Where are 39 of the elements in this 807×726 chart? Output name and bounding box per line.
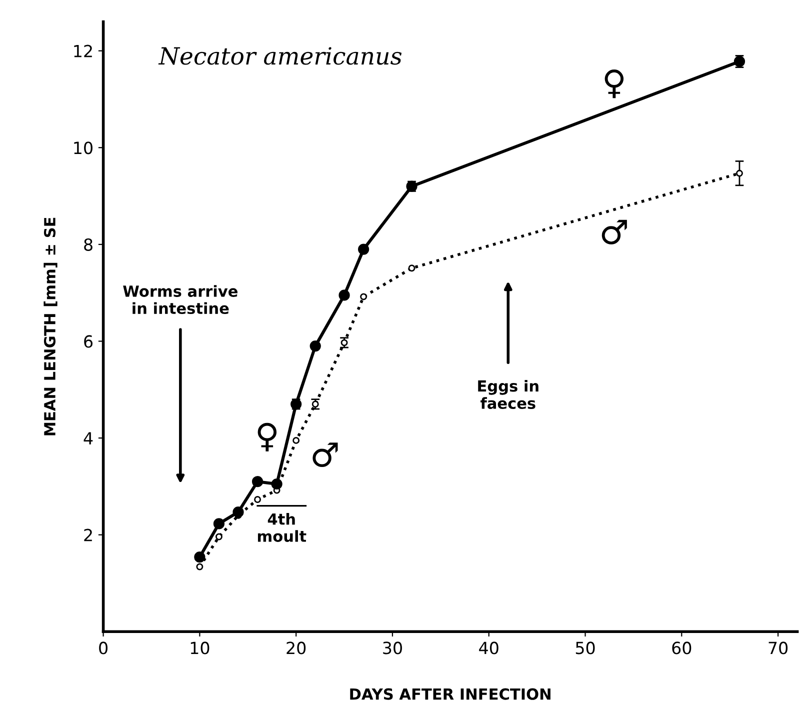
- x-tick-label: 60: [672, 642, 692, 654]
- x-tick-label: 20: [286, 642, 306, 654]
- point: [196, 563, 204, 570]
- annotation: 4th moult: [258, 513, 306, 542]
- text: ♀: [258, 422, 277, 452]
- x-tick-label: 70: [768, 642, 788, 654]
- point: [338, 290, 350, 301]
- y-axis-title: MEAN LENGTH [mm] ± SE: [44, 218, 58, 436]
- y-tick-label: 4: [84, 432, 93, 444]
- point: [194, 552, 206, 563]
- y-tick-label: 8: [84, 238, 92, 251]
- x-tick-label: 0: [99, 642, 108, 654]
- point: [215, 533, 222, 540]
- x-tick-label: 50: [576, 642, 595, 654]
- y-tick-label: 10: [74, 142, 92, 154]
- point: [232, 506, 244, 518]
- series-label: ♂: [602, 220, 627, 244]
- text: ♂: [312, 442, 338, 468]
- point: [358, 244, 370, 255]
- y-tick-label: 2: [84, 528, 92, 542]
- y-tick-label: 12: [74, 44, 92, 58]
- point: [292, 436, 300, 444]
- point: [360, 293, 368, 300]
- x-tick-label: 40: [479, 642, 498, 654]
- point: [252, 476, 264, 488]
- point: [271, 478, 282, 490]
- x-tick-label: 30: [383, 642, 402, 654]
- point: [310, 340, 321, 352]
- text: Necator americanus: [158, 47, 402, 65]
- y-tick-label: 6: [84, 335, 93, 348]
- annotation: Eggs in faeces: [478, 380, 538, 409]
- point: [254, 496, 261, 503]
- point: [736, 170, 743, 177]
- x-tick-label: 10: [190, 642, 210, 654]
- annotation: Worms arrive in intestine: [123, 285, 238, 314]
- point: [213, 518, 225, 530]
- series-label: ♀: [604, 70, 624, 98]
- point: [408, 264, 416, 272]
- x-axis-title: DAYS AFTER INFECTION: [350, 688, 550, 700]
